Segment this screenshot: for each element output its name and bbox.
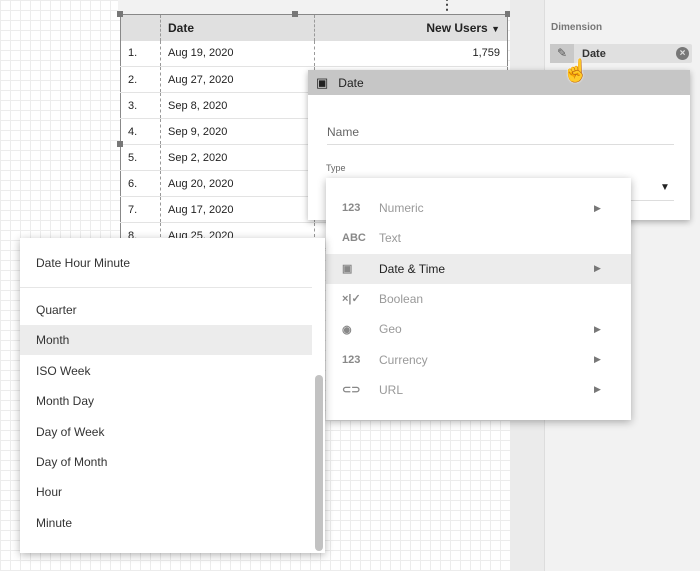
dialog-title: Date [338, 75, 364, 90]
more-options-icon[interactable]: ⋮ [440, 0, 454, 12]
table-cell: 1,759 [314, 40, 508, 67]
resize-handle[interactable] [117, 141, 123, 147]
submenu-item-date-hour-minute[interactable]: Date Hour Minute [36, 256, 131, 270]
pencil-icon[interactable]: ✎ [550, 44, 574, 63]
type-icon: ×|✓ [342, 293, 361, 306]
divider [20, 287, 312, 288]
column-header-index [120, 14, 161, 41]
table-cell: 7. [120, 196, 161, 223]
submenu-item[interactable]: Quarter [36, 303, 77, 317]
type-menu-item[interactable]: ×|✓ Boolean [326, 284, 631, 314]
type-icon: 123 [342, 353, 361, 366]
table-cell: Aug 19, 2020 [160, 40, 315, 67]
type-icon: ⊂⊃ [342, 384, 361, 397]
type-menu-item[interactable]: 123 Currency ▶ [326, 345, 631, 375]
scrollbar[interactable] [315, 375, 323, 551]
type-label: Currency [379, 352, 428, 367]
type-icon: ◉ [342, 323, 352, 336]
type-menu: 123 Numeric ▶ ABC Text ▣ Date & Time ▶ ×|✓ Boolea… [326, 178, 631, 420]
table-cell: 3. [120, 92, 161, 119]
table-cell: 5. [120, 144, 161, 171]
resize-handle[interactable] [117, 11, 123, 17]
resize-handle[interactable] [505, 11, 511, 17]
name-input[interactable]: Name [327, 125, 674, 145]
table-cell: Sep 9, 2020 [160, 118, 315, 145]
chevron-right-icon: ▶ [594, 202, 601, 213]
submenu-item[interactable]: Month [20, 325, 312, 356]
column-header-date[interactable]: Date [160, 14, 315, 41]
dropdown-arrow-icon[interactable]: ▼ [660, 182, 670, 193]
type-menu-item[interactable]: ABC Text [326, 223, 631, 253]
chip-label: Date [582, 48, 606, 60]
table-cell: 1. [120, 40, 161, 67]
dialog-header: ▣ Date [308, 70, 690, 95]
table-cell: Aug 20, 2020 [160, 170, 315, 197]
sort-caret-icon: ▼ [491, 23, 500, 34]
table-cell: Sep 2, 2020 [160, 144, 315, 171]
table-cell: Aug 27, 2020 [160, 66, 315, 93]
type-label: Geo [379, 322, 402, 337]
type-label: Boolean [379, 291, 424, 306]
type-menu-item[interactable]: 123 Numeric ▶ [326, 193, 631, 223]
submenu-item[interactable]: Day of Week [36, 424, 105, 439]
type-label: Text [379, 231, 402, 246]
resize-handle[interactable] [292, 11, 298, 17]
dimension-label: Dimension [551, 22, 603, 33]
remove-icon[interactable]: × [676, 47, 689, 60]
table-cell: 2. [120, 66, 161, 93]
type-menu-item[interactable]: ◉ Geo ▶ [326, 314, 631, 344]
submenu-item[interactable]: Day of Month [36, 455, 108, 469]
type-label: Numeric [379, 201, 424, 215]
table-row[interactable]: 1. Aug 19, 2020 1,759 [120, 40, 508, 67]
type-label: Date & Time [379, 261, 446, 276]
calendar-icon: ▣ [316, 74, 329, 90]
chevron-right-icon: ▶ [594, 354, 601, 364]
chevron-right-icon: ▶ [594, 384, 601, 395]
type-label: Type [326, 163, 346, 173]
chevron-right-icon: ▶ [594, 263, 601, 274]
table-cell: 6. [120, 170, 161, 197]
submenu-item[interactable]: Hour [36, 485, 63, 500]
column-header-new-users[interactable]: New Users ▼ [314, 14, 508, 41]
type-icon: ▣ [342, 263, 353, 276]
type-select-underline [608, 200, 674, 201]
chart-header: ⋮ [118, 0, 510, 14]
table-cell: Sep 8, 2020 [160, 92, 315, 119]
header-label: New Users [426, 20, 488, 35]
date-time-submenu: Date Hour Minute Quarter Month ISO Week Mon… [20, 238, 325, 553]
chevron-right-icon: ▶ [594, 323, 601, 334]
hand-cursor-icon: ☝ [562, 58, 590, 83]
type-label: URL [379, 382, 404, 397]
type-menu-item[interactable]: ⊂⊃ URL ▶ [326, 375, 631, 405]
type-icon: 123 [342, 202, 361, 214]
type-icon: ABC [342, 232, 366, 245]
type-menu-item[interactable]: ▣ Date & Time ▶ [326, 253, 631, 284]
submenu-item[interactable]: ISO Week [36, 363, 91, 378]
dimension-chip-date[interactable]: ✎ Date × [550, 44, 692, 63]
table-cell: Aug 17, 2020 [160, 196, 315, 223]
submenu-item[interactable]: Minute [36, 515, 73, 530]
submenu-item[interactable]: Month Day [36, 394, 95, 409]
table-cell: 4. [120, 118, 161, 145]
